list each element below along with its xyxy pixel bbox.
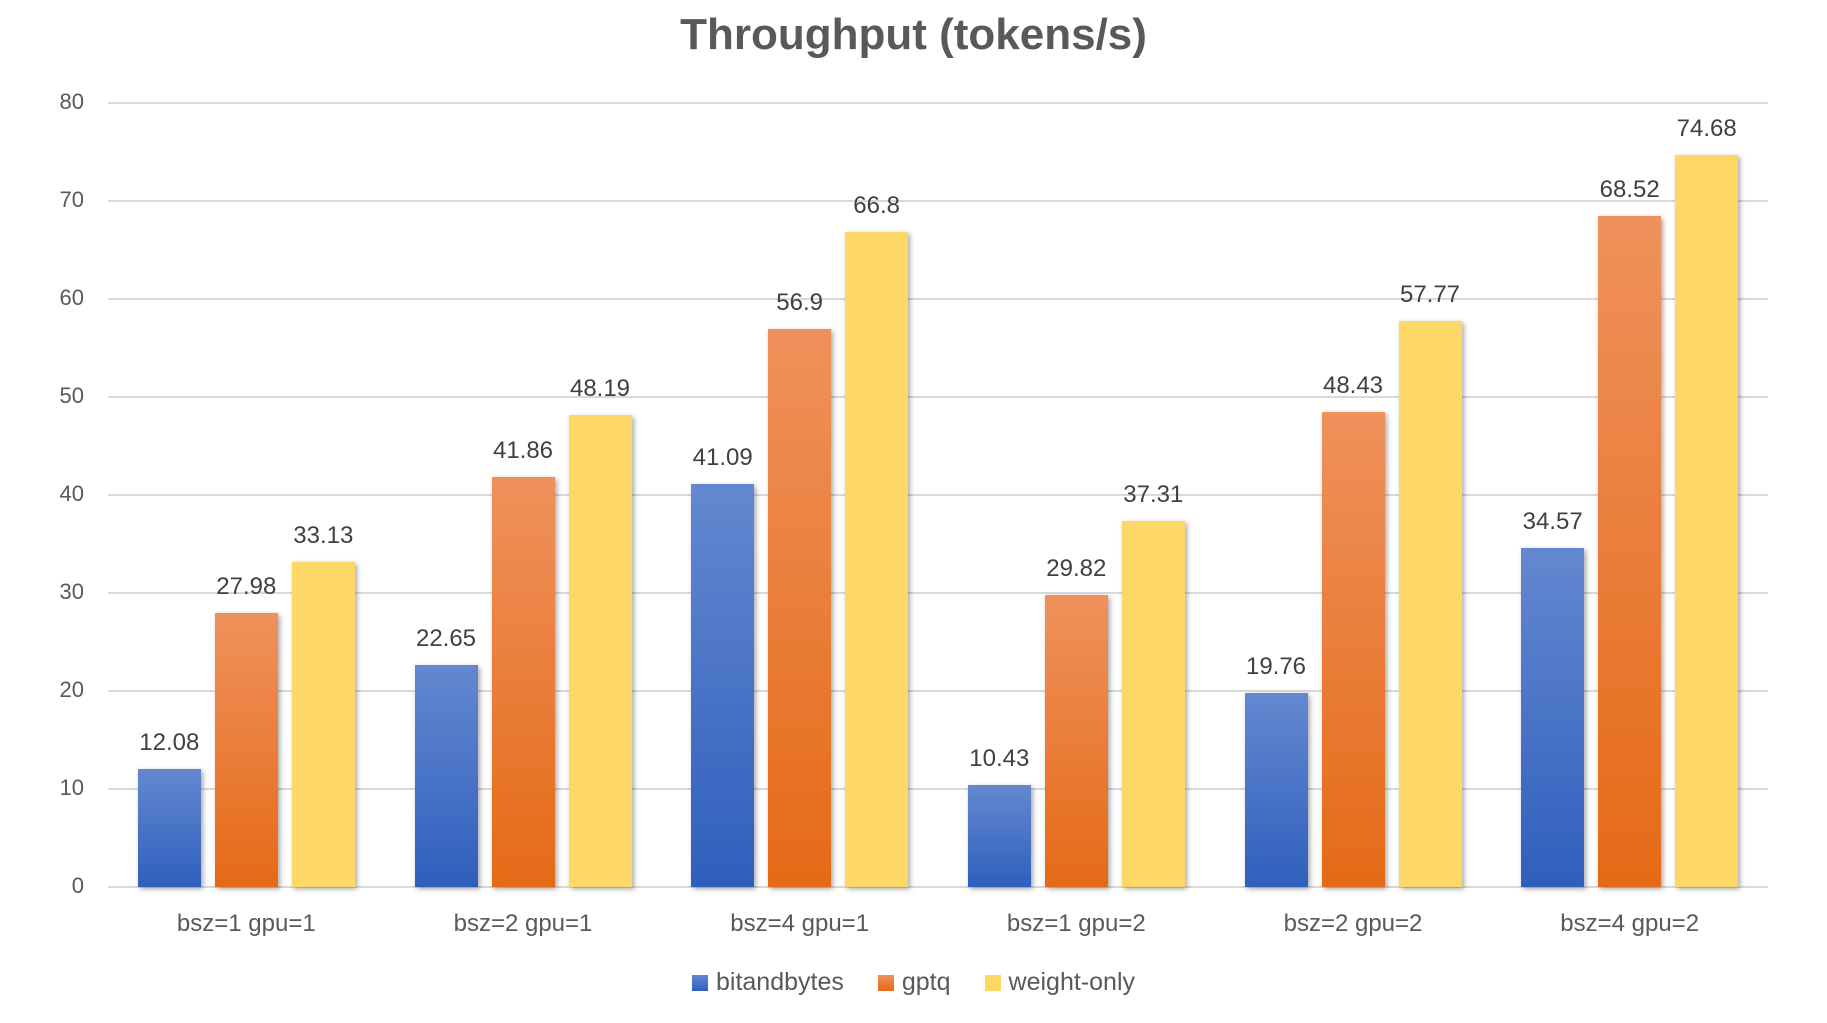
y-tick-label: 60 [59,285,84,310]
legend-item-bitandbytes[interactable]: bitandbytes [692,968,844,997]
bar-bitandbytes-0[interactable] [137,768,201,887]
legend: bitandbytes gptq weight-only [0,968,1827,997]
bar-weight-only-1[interactable] [568,414,632,887]
data-label: 74.68 [1676,115,1737,143]
y-tick-label: 0 [71,873,84,898]
y-tick-label: 40 [59,481,84,506]
data-label: 57.77 [1399,280,1461,308]
legend-label: bitandbytes [716,968,844,996]
bar-gptq-2[interactable] [768,329,832,887]
data-label: 66.8 [853,192,901,220]
legend-item-weight-only[interactable]: weight-only [984,968,1135,997]
bar-bitandbytes-5[interactable] [1521,548,1585,887]
data-label: 12.08 [139,728,200,756]
data-label: 19.76 [1245,653,1307,681]
data-label: 48.43 [1322,372,1384,400]
x-tick-label: bsz=2 gpu=2 [1283,910,1423,937]
legend-label: gptq [901,968,951,996]
legend-swatch-icon [984,974,1001,991]
gridline [108,396,1768,398]
bar-weight-only-5[interactable] [1675,155,1739,887]
bar-gptq-4[interactable] [1321,412,1385,887]
bar-gptq-3[interactable] [1044,594,1108,887]
data-label: 29.82 [1046,554,1107,582]
y-tick-label: 50 [59,383,84,408]
bar-bitandbytes-3[interactable] [967,784,1031,887]
data-label: 68.52 [1599,175,1660,203]
chart-title: Throughput (tokens/s) [680,10,1147,59]
bar-bitandbytes-1[interactable] [414,665,478,887]
legend-swatch-icon [692,974,708,991]
gridline [108,494,1768,496]
bar-weight-only-3[interactable] [1121,521,1185,887]
gridline [108,200,1768,202]
legend-label: weight-only [1008,968,1135,996]
bar-gptq-1[interactable] [491,476,555,887]
x-tick-label: bsz=4 gpu=1 [730,910,870,937]
x-tick-label: bsz=2 gpu=1 [453,910,593,937]
gridline [108,788,1768,790]
y-tick-label: 30 [59,579,84,604]
data-label: 37.31 [1123,481,1184,509]
x-tick-label: bsz=4 gpu=2 [1560,910,1700,937]
x-tick-label: bsz=1 gpu=1 [176,910,316,937]
gridline [108,592,1768,594]
gridline [108,102,1768,104]
y-tick-label: 80 [59,89,84,114]
legend-swatch-icon [877,974,894,991]
bar-bitandbytes-2[interactable] [691,484,755,887]
bar-gptq-0[interactable] [214,612,278,887]
data-label: 41.09 [692,444,753,472]
bar-weight-only-4[interactable] [1398,320,1462,887]
gridline [108,886,1768,888]
data-label: 48.19 [569,374,631,402]
gridline [108,690,1768,692]
y-tick-label: 70 [59,187,84,212]
data-label: 22.65 [415,625,477,653]
data-label: 27.98 [216,572,277,600]
data-label: 33.13 [293,522,354,550]
bar-weight-only-0[interactable] [291,562,355,887]
data-label: 34.57 [1522,508,1583,536]
legend-item-gptq[interactable]: gptq [877,968,951,997]
data-label: 10.43 [969,744,1030,772]
gridline [108,298,1768,300]
data-label: 56.9 [776,289,824,317]
data-label: 41.86 [492,436,554,464]
x-tick-label: bsz=1 gpu=2 [1006,910,1146,937]
y-tick-label: 20 [59,677,84,702]
bar-bitandbytes-4[interactable] [1244,693,1308,887]
bar-weight-only-2[interactable] [845,232,909,887]
y-tick-label: 10 [59,775,84,800]
bar-gptq-5[interactable] [1598,215,1662,887]
